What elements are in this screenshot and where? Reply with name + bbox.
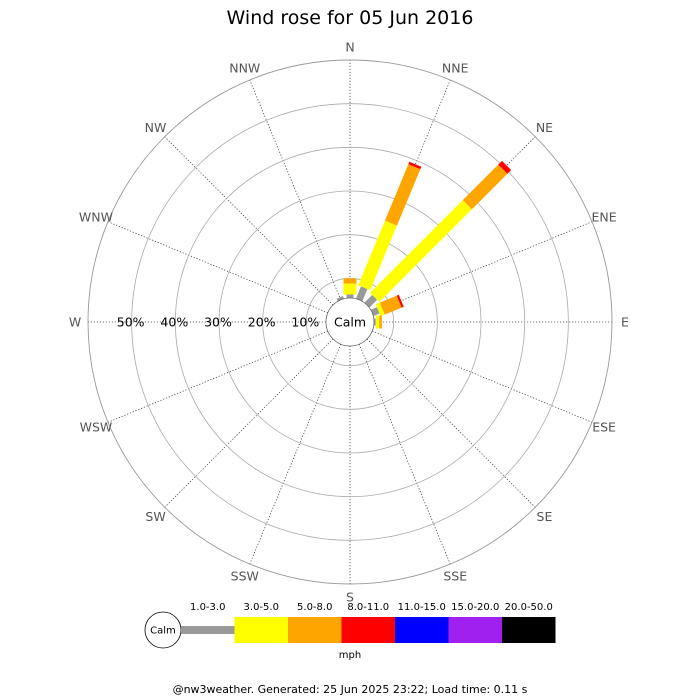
ring-label-20: 20% bbox=[248, 315, 276, 330]
spoke-se bbox=[366, 338, 536, 508]
legend-swatch-8-0-11-0 bbox=[341, 617, 395, 643]
direction-label-ese: ESE bbox=[592, 420, 616, 435]
bar-e bbox=[374, 315, 382, 329]
calm-center: Calm bbox=[325, 297, 375, 347]
direction-label-sse: SSE bbox=[443, 569, 467, 584]
legend-swatch-20-0-50-0 bbox=[502, 617, 556, 643]
spoke-sse bbox=[358, 344, 451, 565]
legend-label-1-0-3-0: 1.0-3.0 bbox=[190, 602, 225, 613]
direction-label-se: SE bbox=[537, 509, 553, 524]
spoke-wsw bbox=[107, 330, 328, 423]
chart-title: Wind rose for 05 Jun 2016 bbox=[227, 7, 474, 29]
bar-ne-3-0-5-0 bbox=[370, 200, 472, 302]
direction-label-e: E bbox=[621, 315, 629, 330]
speed-legend: Calm 1.0-3.0 3.0-5.0 5.0-8.0 8.0-11.0 11.0-15… bbox=[144, 602, 556, 661]
ring-40 bbox=[174, 146, 526, 498]
legend-label-15-0-20-0: 15.0-20.0 bbox=[451, 602, 499, 613]
bar-nne bbox=[355, 161, 422, 302]
legend-swatch-3-0-5-0 bbox=[234, 617, 288, 643]
direction-label-w: W bbox=[69, 315, 81, 330]
spoke-nnw bbox=[249, 79, 342, 300]
direction-label-wsw: WSW bbox=[80, 420, 113, 435]
direction-label-wnw: WNW bbox=[79, 209, 113, 224]
legend-swatch-15-0-20-0 bbox=[448, 617, 502, 643]
ring-20 bbox=[262, 234, 438, 410]
direction-label-nw: NW bbox=[145, 120, 167, 135]
bar-ene-5-0-8-0 bbox=[379, 295, 402, 315]
bar-nne-5-0-8-0 bbox=[384, 164, 421, 226]
ring-label-50: 50% bbox=[117, 315, 145, 330]
direction-label-ne: NE bbox=[536, 120, 553, 135]
ring-50 bbox=[131, 103, 569, 541]
direction-label-sw: SW bbox=[145, 509, 165, 524]
bar-n-3-0-5-0 bbox=[343, 283, 357, 295]
bar-e-3-0-5-0 bbox=[375, 315, 380, 329]
calm-label: Calm bbox=[334, 315, 366, 330]
ring-30 bbox=[218, 190, 482, 454]
bar-ne-8-0-11-0 bbox=[498, 160, 512, 174]
footer-text: @nw3weather. Generated: 25 Jun 2025 23:2… bbox=[173, 683, 528, 696]
legend-label-3-0-5-0: 3.0-5.0 bbox=[244, 602, 279, 613]
direction-label-nne: NNE bbox=[442, 60, 469, 75]
legend-swatch-5-0-8-0 bbox=[288, 617, 342, 643]
wind-bars bbox=[336, 160, 512, 329]
ring-labels: 10% 20% 30% 40% 50% bbox=[117, 315, 320, 330]
spoke-ese bbox=[372, 330, 593, 423]
ring-label-40: 40% bbox=[160, 315, 188, 330]
bar-n-1-0-3-0 bbox=[346, 294, 354, 298]
legend-swatch-1-0-3-0 bbox=[181, 626, 235, 634]
legend-label-5-0-8-0: 5.0-8.0 bbox=[297, 602, 332, 613]
direction-label-s: S bbox=[346, 590, 354, 605]
direction-label-n: N bbox=[345, 40, 354, 55]
bar-ne-5-0-8-0 bbox=[462, 164, 508, 210]
bar-e-1-0-3-0 bbox=[374, 318, 376, 326]
bar-ene-1-0-3-0 bbox=[370, 307, 380, 317]
spoke-ene bbox=[372, 221, 593, 314]
bar-ne-1-0-3-0 bbox=[364, 294, 378, 308]
legend-swatch-11-0-15-0 bbox=[395, 617, 449, 643]
bar-nnw-1-0-3-0 bbox=[336, 296, 345, 302]
legend-label-8-0-11-0: 8.0-11.0 bbox=[347, 602, 389, 613]
direction-label-ene: ENE bbox=[591, 209, 616, 224]
direction-spokes bbox=[88, 60, 612, 584]
direction-labels: N NNE NE ENE E ESE SE SSE S SSW SW WSW W WNW NW NNW bbox=[69, 40, 629, 605]
direction-label-ssw: SSW bbox=[231, 569, 259, 584]
calm-circle bbox=[325, 297, 375, 347]
bar-nne-3-0-5-0 bbox=[358, 220, 397, 291]
spoke-sw bbox=[164, 338, 334, 508]
bar-e-5-0-8-0 bbox=[379, 315, 382, 329]
bar-nne-1-0-3-0 bbox=[355, 286, 368, 302]
legend-unit: mph bbox=[339, 650, 361, 661]
bar-ene-8-0-11-0 bbox=[396, 294, 404, 308]
spoke-wnw bbox=[107, 221, 328, 314]
bar-ene bbox=[370, 294, 404, 317]
frequency-rings bbox=[87, 59, 613, 585]
bar-n bbox=[343, 278, 357, 298]
ring-label-10: 10% bbox=[291, 315, 319, 330]
direction-label-nnw: NNW bbox=[229, 60, 260, 75]
legend-label-11-0-15-0: 11.0-15.0 bbox=[398, 602, 446, 613]
bar-n-5-0-8-0 bbox=[343, 278, 357, 284]
ring-label-30: 30% bbox=[204, 315, 232, 330]
bar-nne-8-0-11-0 bbox=[408, 161, 422, 170]
bar-ene-3-0-5-0 bbox=[375, 302, 385, 317]
outer-ring bbox=[87, 59, 613, 585]
legend-label-20-0-50-0: 20.0-50.0 bbox=[505, 602, 553, 613]
bar-ne bbox=[364, 160, 512, 308]
spoke-ssw bbox=[249, 344, 342, 565]
bar-nnw bbox=[336, 296, 345, 302]
spoke-nw bbox=[164, 136, 334, 306]
legend-calm-label: Calm bbox=[150, 626, 176, 637]
